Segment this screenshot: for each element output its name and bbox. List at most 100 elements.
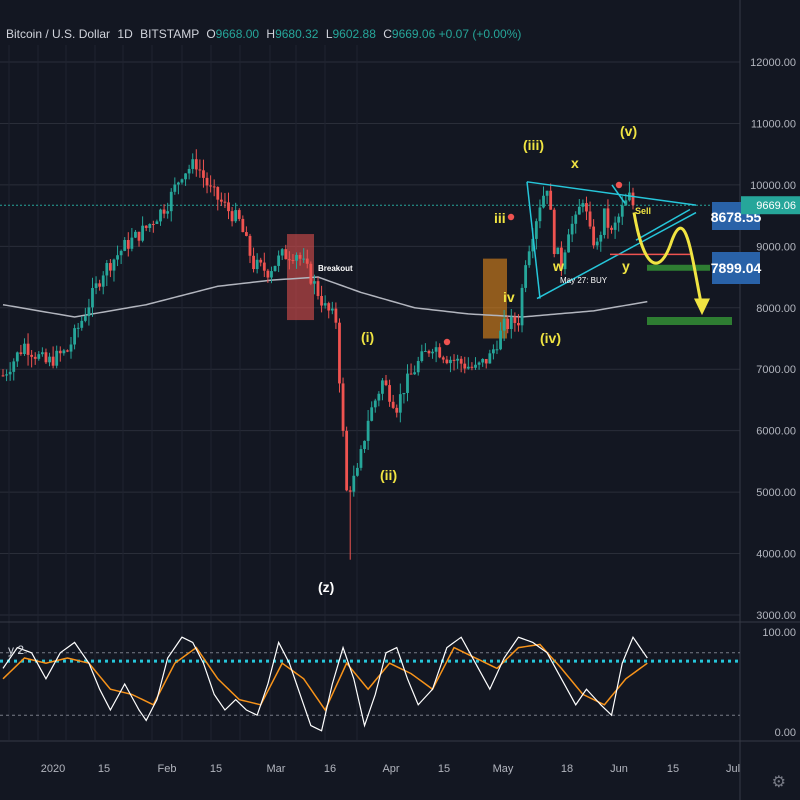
candle-body — [123, 240, 127, 251]
candle-body — [502, 318, 506, 331]
candle-body — [592, 226, 596, 246]
last-price-tag — [741, 196, 800, 215]
candle-body — [577, 206, 581, 215]
candle-body — [262, 262, 266, 271]
candle-body — [330, 308, 334, 311]
candle-body — [44, 352, 48, 363]
candle-body — [209, 185, 213, 187]
candle-body — [534, 221, 538, 239]
candle-body — [341, 383, 345, 431]
candle-body — [445, 359, 449, 364]
candle-body — [406, 373, 409, 393]
candle-body — [388, 385, 391, 402]
price-tick-label: 5000.00 — [756, 487, 796, 499]
candle-body — [134, 231, 137, 238]
candle-body — [298, 254, 302, 259]
candle-body — [456, 358, 460, 361]
gear-icon[interactable]: ⚙ — [771, 774, 786, 791]
candle-body — [320, 295, 323, 306]
candle-body — [409, 373, 413, 375]
candle-body — [338, 322, 341, 384]
candle-body — [94, 283, 98, 289]
candle-body — [5, 374, 8, 376]
candle-body — [363, 440, 366, 450]
candle-body — [466, 366, 470, 369]
wave-label: (z) — [318, 579, 334, 595]
time-tick-label: Jun — [610, 763, 628, 775]
last-price-label: 9669.06 — [756, 200, 796, 212]
price-tick-label: 9000.00 — [756, 241, 796, 253]
candle-body — [420, 351, 424, 361]
candle-body — [33, 356, 37, 359]
price-tick-label: 8000.00 — [756, 303, 796, 315]
wave-label: x — [571, 155, 579, 171]
candle-body — [227, 202, 230, 212]
candle-body — [509, 316, 513, 330]
candle-body — [463, 363, 467, 369]
close-label: C — [383, 27, 392, 41]
candle-body — [40, 352, 44, 355]
candle-body — [481, 358, 485, 363]
candle-body — [241, 218, 245, 233]
candle-body — [173, 184, 177, 192]
symbol-name[interactable]: Bitcoin / U.S. Dollar — [6, 27, 111, 41]
candle-body — [545, 190, 549, 196]
price-tick-label: 3000.00 — [756, 610, 796, 622]
candle-body — [438, 347, 442, 358]
stoch-tick-label: 100.00 — [762, 627, 796, 639]
candle-body — [302, 258, 306, 260]
candle-body — [80, 320, 84, 328]
trendline-arrow — [611, 184, 626, 204]
candle-body — [431, 351, 434, 354]
candle-body — [148, 223, 152, 228]
price-tick-label: 7000.00 — [756, 364, 796, 376]
candle-body — [219, 199, 223, 202]
candle-body — [187, 168, 191, 174]
indicator-label[interactable]: y 2 — [8, 643, 25, 657]
candle-body — [552, 209, 556, 255]
candle-body — [26, 343, 30, 355]
candle-body — [488, 353, 492, 364]
signal-marker — [507, 213, 515, 221]
candle-body — [23, 343, 26, 354]
candle-body — [58, 350, 62, 354]
candle-body — [313, 281, 316, 284]
candle-body — [484, 358, 488, 364]
candle-body — [366, 420, 370, 441]
candle-body — [434, 347, 438, 352]
candle-body — [234, 210, 238, 222]
candle-body — [141, 225, 145, 241]
candle-body — [585, 203, 588, 212]
trendline-left — [526, 181, 541, 299]
candle-body — [205, 177, 209, 186]
candle-body — [517, 322, 520, 326]
exchange: BITSTAMP — [140, 27, 199, 41]
high-value: 9680.32 — [275, 27, 319, 41]
candle-body — [542, 195, 545, 208]
support-box-1 — [647, 264, 710, 271]
candle-body — [273, 265, 277, 272]
candle-body — [166, 211, 170, 214]
candle-body — [76, 327, 80, 329]
candle-body — [398, 394, 402, 413]
candle-body — [108, 263, 112, 271]
candle-body — [613, 222, 617, 230]
candle-body — [280, 249, 284, 256]
candle-body — [126, 240, 130, 249]
trendline-upper — [526, 181, 697, 206]
candle-body — [574, 214, 578, 224]
candle-body — [176, 182, 180, 185]
interval[interactable]: 1D — [117, 27, 133, 41]
candle-body — [513, 316, 517, 323]
candle-body — [12, 361, 16, 372]
candle-body — [202, 170, 205, 178]
candle-body — [413, 372, 417, 375]
candle-body — [606, 208, 610, 228]
candle-body — [19, 352, 23, 354]
candle-body — [73, 328, 76, 345]
candle-body — [395, 407, 399, 413]
candle-body — [620, 205, 624, 217]
candle-body — [284, 249, 288, 260]
wave-label: (v) — [620, 123, 637, 139]
